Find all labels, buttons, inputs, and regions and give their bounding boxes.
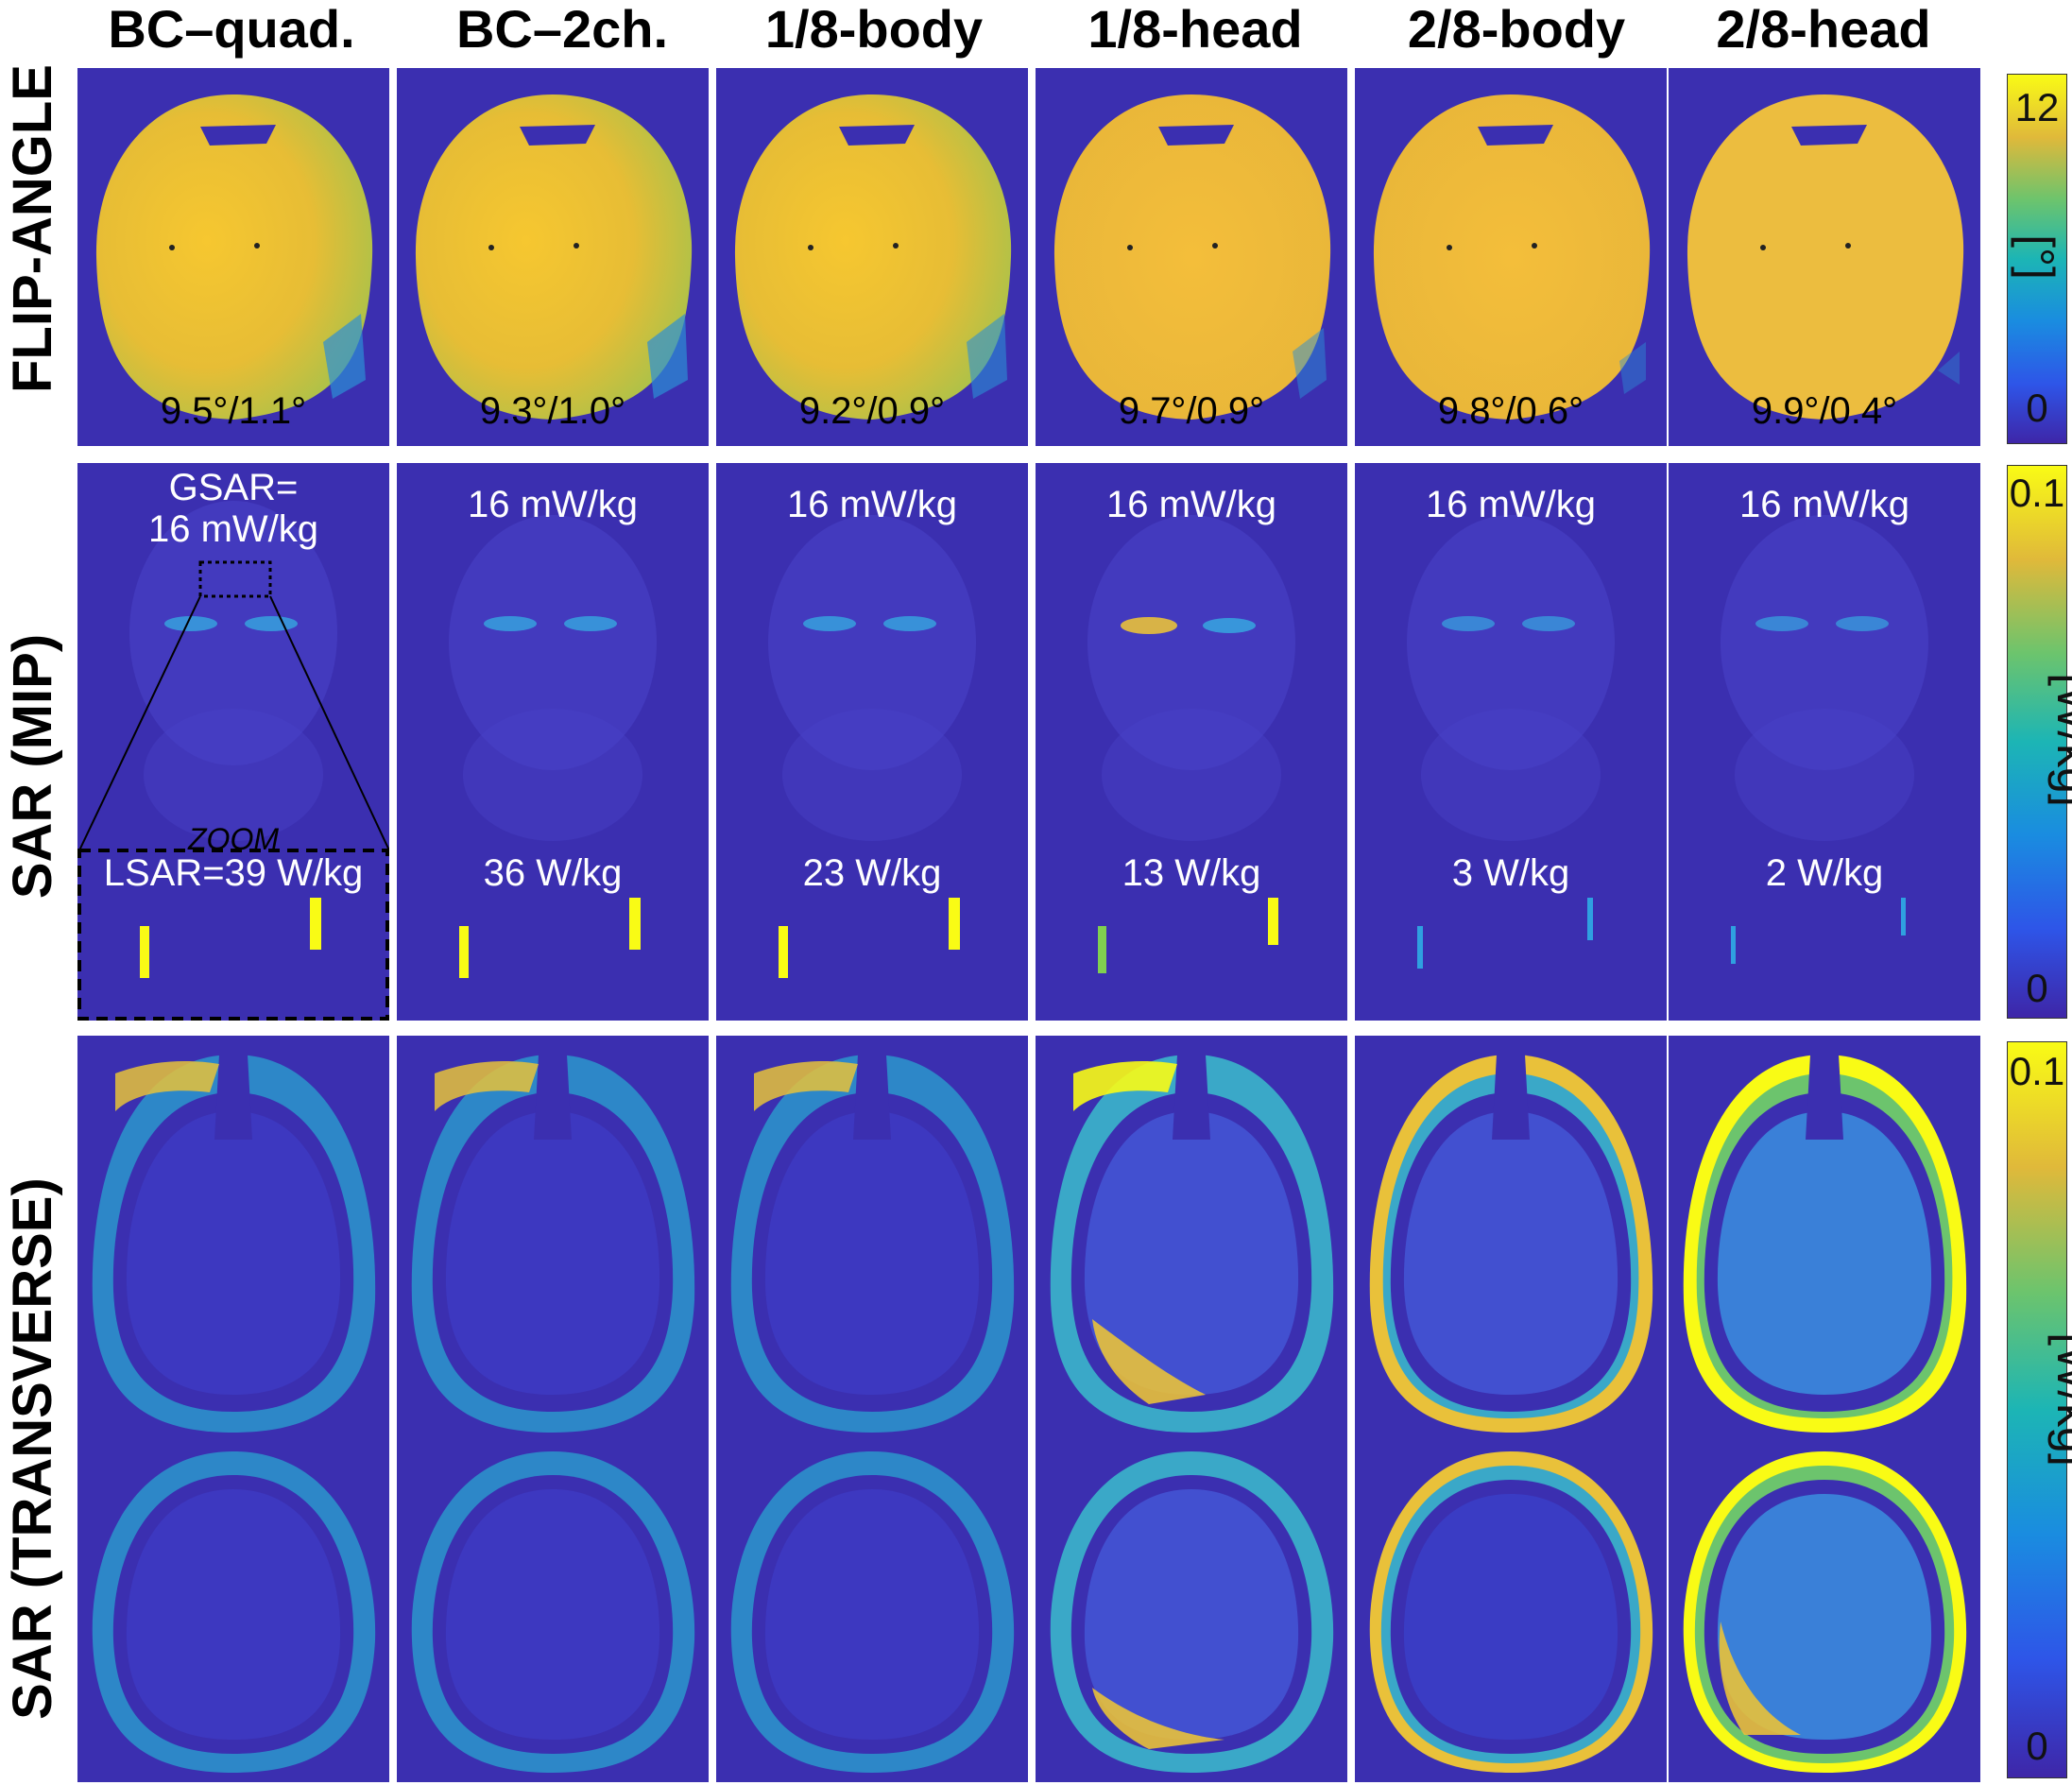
head-map-graphic bbox=[1053, 94, 1331, 420]
sar-mip-bc-2ch: 16 mW/kg 36 W/kg bbox=[397, 463, 709, 1021]
sar-mip-2-8-body: 16 mW/kg 3 W/kg bbox=[1355, 463, 1667, 1021]
flip-angle-colorbar: 12 [°] 0 bbox=[2007, 74, 2067, 444]
mip-head-graphic bbox=[768, 515, 976, 978]
head-map-graphic bbox=[95, 94, 373, 420]
flip-angle-map-2-8-head: 9.9°/0.4° bbox=[1669, 68, 1980, 446]
flip-angle-map-1-8-body: 9.2°/0.9° bbox=[716, 68, 1028, 446]
colorbar-unit-label: [W/kg] bbox=[2046, 673, 2072, 807]
colorbar-min-label: 0 bbox=[2026, 1724, 2048, 1768]
flip-angle-stat: 9.7°/0.9° bbox=[1118, 390, 1265, 432]
column-title-1-8-head: 1/8-head bbox=[1087, 0, 1303, 59]
flip-angle-map-1-8-head: 9.7°/0.9° bbox=[1036, 68, 1347, 446]
row-title-sar-mip: SAR (MIP) bbox=[2, 633, 63, 900]
lsar-label: LSAR=39 W/kg bbox=[103, 852, 364, 894]
zoom-label: ZOOM bbox=[188, 822, 279, 856]
gsar-label: 16 mW/kg bbox=[467, 484, 639, 525]
colorbar-unit-label: [W/kg] bbox=[2046, 1332, 2072, 1467]
transverse-slices-graphic bbox=[1683, 1055, 1967, 1773]
mip-head-graphic bbox=[1087, 515, 1295, 973]
colorbar-max-label: 12 bbox=[2014, 85, 2060, 129]
gsar-label-line1: GSAR= bbox=[168, 467, 299, 508]
sar-transverse-1-8-body bbox=[716, 1036, 1028, 1782]
mip-head-graphic bbox=[77, 501, 389, 1021]
colorbar-min-label: 0 bbox=[2026, 386, 2048, 430]
row-title-flip-angle: FLIP-ANGLE bbox=[2, 64, 63, 393]
colorbar-max-label: 0.1 bbox=[2009, 1049, 2065, 1093]
head-map-graphic bbox=[734, 94, 1012, 420]
column-title-bc-2ch: BC–2ch. bbox=[455, 0, 669, 59]
mip-head-graphic bbox=[1721, 515, 1928, 964]
head-map-graphic bbox=[1373, 94, 1651, 420]
colorbar-gradient bbox=[2007, 1041, 2067, 1778]
transverse-slices-graphic bbox=[411, 1055, 695, 1773]
flip-angle-stat: 9.5°/1.1° bbox=[160, 390, 307, 432]
transverse-slices-graphic bbox=[92, 1055, 376, 1773]
transverse-slices-graphic bbox=[1050, 1055, 1334, 1773]
sar-mip-colorbar: 0.1 [W/kg] 0 bbox=[2007, 465, 2072, 1019]
sar-mip-1-8-body: 16 mW/kg 23 W/kg bbox=[716, 463, 1028, 1021]
gsar-label: 16 mW/kg bbox=[1105, 484, 1277, 525]
sar-transverse-2-8-body bbox=[1355, 1036, 1667, 1782]
gsar-label: 16 mW/kg bbox=[1738, 484, 1910, 525]
flip-angle-map-2-8-body: 9.8°/0.6° bbox=[1355, 68, 1667, 446]
flip-angle-stat: 9.3°/1.0° bbox=[479, 390, 626, 432]
row-title-sar-transverse: SAR (TRANSVERSE) bbox=[2, 1177, 63, 1720]
flip-angle-stat: 9.8°/0.6° bbox=[1437, 390, 1584, 432]
column-title-2-8-head: 2/8-head bbox=[1716, 0, 1931, 59]
column-title-1-8-body: 1/8-body bbox=[764, 0, 984, 59]
head-map-graphic bbox=[1687, 94, 1964, 420]
flip-angle-map-bc-quad: 9.5°/1.1° bbox=[77, 68, 389, 446]
gsar-label-line2: 16 mW/kg bbox=[147, 508, 319, 550]
gsar-label: 16 mW/kg bbox=[1425, 484, 1597, 525]
sar-transverse-bc-2ch bbox=[397, 1036, 709, 1782]
column-title-2-8-body: 2/8-body bbox=[1407, 0, 1626, 59]
sar-mip-2-8-head: 16 mW/kg 2 W/kg bbox=[1669, 463, 1980, 1021]
transverse-slices-graphic bbox=[1369, 1055, 1653, 1773]
sar-transverse-colorbar: 0.1 [W/kg] 0 bbox=[2007, 1041, 2072, 1778]
colorbar-max-label: 0.1 bbox=[2009, 471, 2065, 515]
column-title-bc-quad: BC–quad. bbox=[108, 0, 355, 59]
flip-angle-stat: 9.9°/0.4° bbox=[1751, 390, 1898, 432]
sar-mip-1-8-head: 16 mW/kg 13 W/kg bbox=[1036, 463, 1347, 1021]
mip-head-graphic bbox=[1407, 515, 1615, 969]
lsar-label: 2 W/kg bbox=[1765, 852, 1884, 894]
colorbar-min-label: 0 bbox=[2026, 966, 2048, 1010]
colorbar-unit-label: [°] bbox=[2011, 234, 2063, 280]
transverse-slices-graphic bbox=[730, 1055, 1015, 1773]
flip-angle-map-bc-2ch: 9.3°/1.0° bbox=[397, 68, 709, 446]
lsar-label: 3 W/kg bbox=[1451, 852, 1570, 894]
sar-mip-bc-quad: GSAR= 16 mW/kg ZOOM LSAR=39 W/kg bbox=[77, 463, 389, 1021]
colorbar-gradient bbox=[2007, 465, 2067, 1019]
flip-angle-stat: 9.2°/0.9° bbox=[798, 390, 946, 432]
sar-transverse-2-8-head bbox=[1669, 1036, 1980, 1782]
lsar-label: 13 W/kg bbox=[1122, 852, 1261, 894]
head-map-graphic bbox=[415, 94, 693, 420]
gsar-label: 16 mW/kg bbox=[786, 484, 958, 525]
sar-transverse-1-8-head bbox=[1036, 1036, 1347, 1782]
colorbar-gradient bbox=[2007, 74, 2067, 444]
sar-transverse-bc-quad bbox=[77, 1036, 389, 1782]
mip-head-graphic bbox=[449, 515, 657, 978]
lsar-label: 36 W/kg bbox=[483, 852, 623, 894]
lsar-label: 23 W/kg bbox=[802, 852, 942, 894]
